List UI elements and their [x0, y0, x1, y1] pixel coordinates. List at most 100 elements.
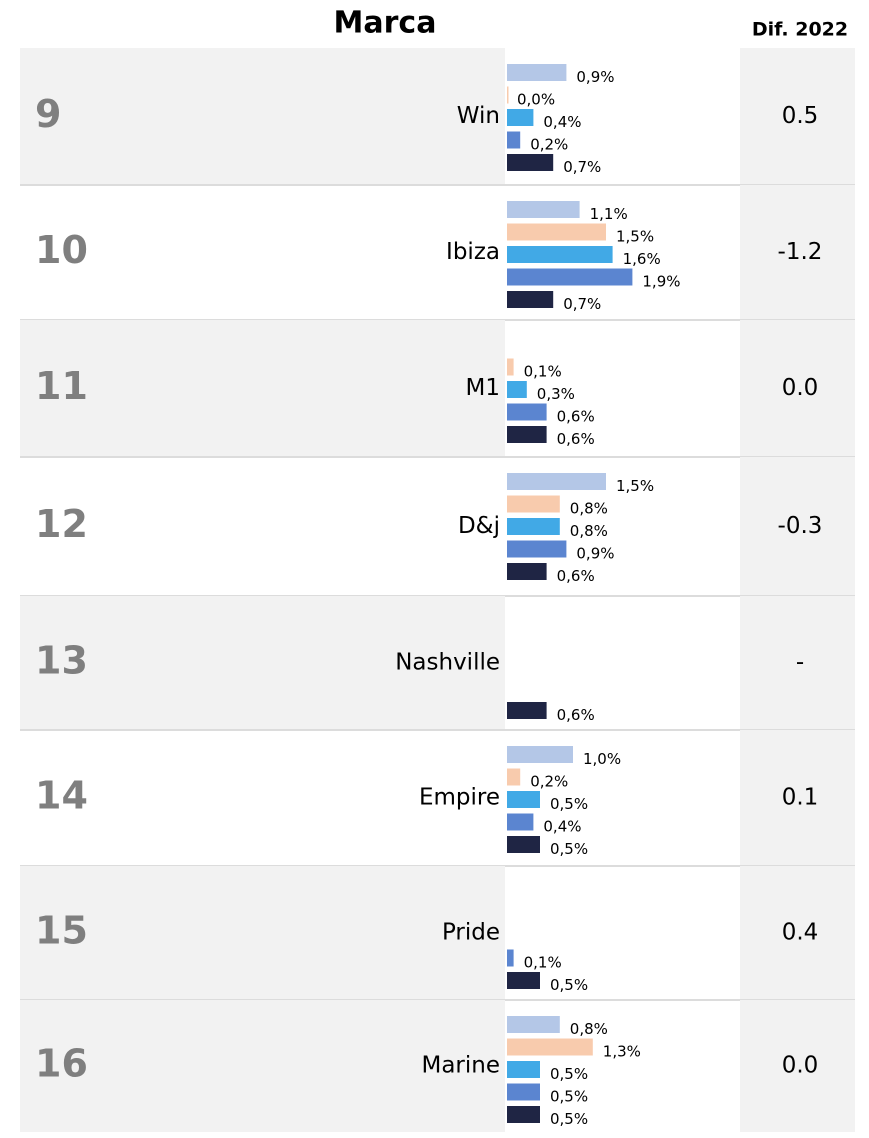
bar-label: 1,9%	[642, 273, 680, 291]
bar-label: 0,6%	[557, 430, 595, 448]
diff-value: 0.1	[782, 785, 819, 811]
diff-value: -1.2	[778, 239, 823, 265]
bar-label: 0,1%	[524, 363, 562, 381]
brand-header: Marca	[334, 6, 437, 41]
bar	[507, 836, 540, 853]
bar	[507, 563, 547, 580]
bar-label: 0,6%	[557, 408, 595, 426]
rank: 11	[35, 364, 88, 408]
diff-value: 0.5	[782, 103, 819, 129]
rank: 9	[35, 92, 61, 136]
bar-label: 1,5%	[616, 477, 654, 495]
bar-label: 0,7%	[563, 295, 601, 313]
bar	[507, 473, 606, 490]
bar-label: 0,5%	[550, 840, 588, 858]
bar	[507, 291, 554, 308]
bar-label: 0,8%	[570, 500, 608, 518]
bar	[507, 1061, 540, 1078]
bar	[507, 358, 514, 376]
bar	[507, 540, 567, 558]
diff-background	[740, 866, 855, 1000]
rank: 16	[35, 1042, 88, 1086]
bar-label: 0,5%	[550, 1065, 588, 1083]
row-background	[20, 320, 505, 457]
bar-label: 0,9%	[576, 545, 614, 563]
bar-label: 0,8%	[570, 1020, 608, 1038]
bar-label: 0,6%	[557, 567, 595, 585]
rank: 12	[35, 502, 88, 546]
bar	[507, 426, 547, 443]
bar	[507, 518, 560, 535]
diff-value: 0.4	[782, 920, 819, 946]
rank: 14	[35, 774, 88, 818]
bar	[507, 702, 547, 719]
bar-label: 0,3%	[537, 385, 575, 403]
bar	[507, 791, 540, 808]
bar	[507, 813, 534, 831]
bar-label: 1,6%	[623, 250, 661, 268]
bar	[507, 268, 633, 286]
bar-label: 0,0%	[517, 91, 555, 109]
diff-background	[740, 185, 855, 320]
bar	[507, 1038, 593, 1056]
rank: 13	[35, 639, 88, 683]
brand-name: Win	[457, 103, 500, 129]
bar	[507, 746, 573, 763]
brand-name: Pride	[442, 920, 500, 946]
bar	[507, 201, 580, 218]
row-background	[20, 1000, 505, 1132]
bar	[507, 403, 547, 421]
brand-name: D&j	[458, 513, 500, 539]
diff-background	[740, 730, 855, 866]
rank: 15	[35, 909, 88, 953]
bar	[507, 1106, 540, 1123]
bar-label: 0,5%	[550, 795, 588, 813]
bar	[507, 381, 527, 398]
bar	[507, 154, 554, 171]
bar	[507, 1016, 560, 1033]
diff-background	[740, 596, 855, 730]
bar-label: 0,2%	[530, 136, 568, 154]
diff-background	[740, 1000, 855, 1132]
diff-value: 0.0	[782, 375, 819, 401]
bar-label: 0,5%	[550, 1088, 588, 1106]
bar	[507, 109, 534, 126]
diff-header: Dif. 2022	[752, 19, 848, 41]
bar-label: 1,5%	[616, 228, 654, 246]
diff-value: -0.3	[778, 513, 823, 539]
bar	[507, 86, 509, 104]
bar-label: 0,6%	[557, 706, 595, 724]
bar-label: 0,2%	[530, 773, 568, 791]
bar-label: 1,1%	[590, 205, 628, 223]
brand-name: Nashville	[395, 650, 500, 676]
bar	[507, 949, 514, 967]
brand-name: Ibiza	[446, 239, 500, 265]
rank: 10	[35, 228, 88, 272]
brand-name: Marine	[421, 1053, 500, 1079]
bar-label: 0,4%	[543, 113, 581, 131]
bar-label: 0,5%	[550, 1110, 588, 1128]
bar	[507, 1083, 540, 1101]
row-background	[20, 48, 505, 185]
diff-background	[740, 320, 855, 457]
bar-label: 0,7%	[563, 158, 601, 176]
bar	[507, 223, 606, 241]
bar-label: 0,1%	[524, 954, 562, 972]
bar	[507, 246, 613, 263]
bar-label: 0,4%	[543, 818, 581, 836]
diff-value: 0.0	[782, 1053, 819, 1079]
diff-value: -	[796, 650, 804, 676]
bar	[507, 131, 521, 149]
bar-label: 1,3%	[603, 1043, 641, 1061]
row-background	[20, 866, 505, 1000]
bar-label: 0,8%	[570, 522, 608, 540]
row-background	[20, 596, 505, 730]
bar	[507, 972, 540, 989]
bar-label: 0,9%	[576, 68, 614, 86]
bar	[507, 495, 560, 513]
bar-label: 1,0%	[583, 750, 621, 768]
bar	[507, 768, 521, 786]
bar	[507, 64, 567, 81]
bar-label: 0,5%	[550, 976, 588, 994]
